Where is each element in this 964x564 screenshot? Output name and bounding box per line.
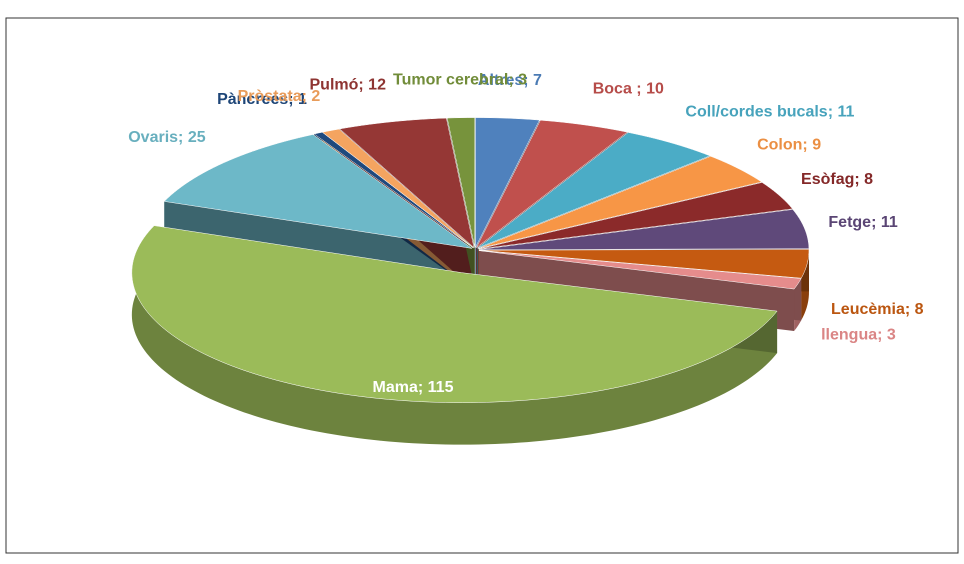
data-label: Colon; 9 <box>757 137 821 154</box>
pie-slice <box>475 117 540 248</box>
pie-slice <box>163 134 473 249</box>
data-label: Mama; 115 <box>373 379 454 396</box>
data-label: Boca ; 10 <box>593 81 664 98</box>
data-label: llengua; 3 <box>821 327 896 344</box>
data-label: Leucèmia; 8 <box>831 301 924 318</box>
pie-slice <box>478 156 763 249</box>
pie-slice <box>446 117 476 248</box>
pie-tops <box>131 117 810 403</box>
pie-slice <box>477 132 711 249</box>
pie-slice <box>478 209 810 250</box>
data-label: Altres; 7 <box>478 72 542 89</box>
data-label: Pulmó; 12 <box>310 77 387 94</box>
pie-slice <box>478 182 793 250</box>
slice-side <box>131 225 778 445</box>
data-label: Fetge; 11 <box>828 214 897 231</box>
data-label: Tumor cerebral; 3 <box>393 71 527 88</box>
data-label: Ovaris; 25 <box>128 129 205 146</box>
data-label: Pròstata; 2 <box>238 88 321 105</box>
pie-slice <box>339 117 475 249</box>
pie-labels: Altres; 7 Boca ; 10 Coll/cordes bucals; 11… <box>128 71 923 396</box>
pie-slice <box>478 249 810 279</box>
pie-slice <box>476 119 628 248</box>
data-label: Esòfag; 8 <box>801 171 873 188</box>
pie-slice <box>131 225 778 403</box>
pie-slice <box>478 250 802 290</box>
data-label: Coll/cordes bucals; 11 <box>685 104 854 121</box>
data-label: Pàncrees; 1 <box>217 91 307 108</box>
pie-slice <box>321 128 474 249</box>
